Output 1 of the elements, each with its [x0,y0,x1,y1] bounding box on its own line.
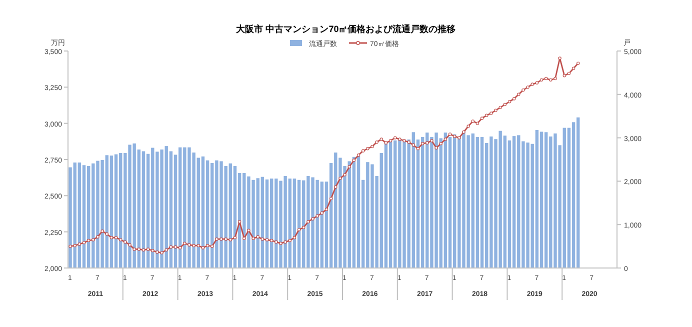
chart-title: 大阪市 中古マンション70㎡価格および流通戸数の推移 [236,24,456,34]
